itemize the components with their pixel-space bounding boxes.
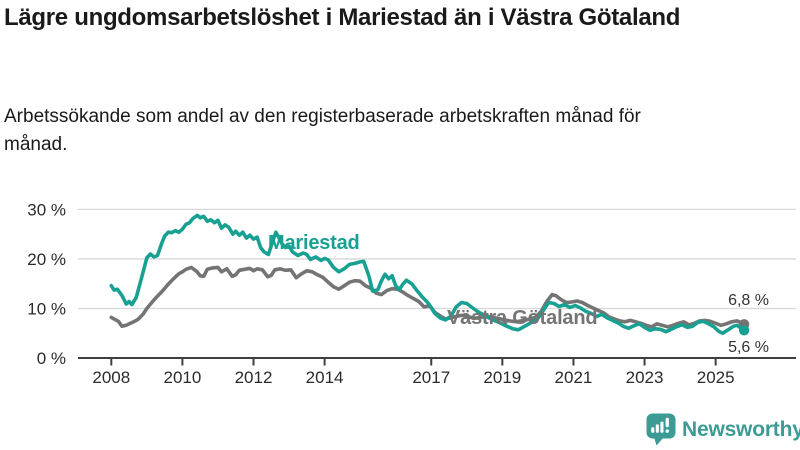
page-title: Lägre ungdomsarbetslöshet i Mariestad än… — [4, 4, 681, 31]
x-tick-label: 2021 — [555, 368, 593, 387]
series-label-mariestad: Mariestad — [268, 232, 360, 254]
series-label-vastra-gotaland: Västra Götaland — [447, 307, 598, 329]
x-tick-label: 2025 — [697, 368, 735, 387]
x-tick-label: 2023 — [626, 368, 664, 387]
end-value-mariestad: 5,6 % — [728, 339, 769, 356]
newsworthy-wordmark: Newsworthy — [682, 417, 800, 441]
y-tick-label: 0 % — [37, 349, 66, 368]
series-line-mariestad — [109, 213, 746, 336]
y-tick-label: 30 % — [27, 200, 66, 219]
newsworthy-brand: Newsworthy — [646, 413, 800, 446]
newsworthy-logo-icon — [646, 413, 676, 446]
x-tick-label: 2017 — [412, 368, 450, 387]
series-line-v-stra-g-taland — [109, 265, 746, 329]
x-tick-label: 2008 — [92, 368, 130, 387]
y-tick-label: 20 % — [27, 250, 66, 269]
end-value-vastra-gotaland: 6,8 % — [728, 292, 769, 309]
y-tick-label: 10 % — [27, 299, 66, 318]
x-tick-label: 2019 — [483, 368, 521, 387]
x-tick-label: 2014 — [306, 368, 344, 387]
x-tick-label: 2010 — [163, 368, 201, 387]
page-subtitle: Arbetssökande som andel av den registerb… — [4, 106, 641, 155]
series-end-dot-mariestad — [738, 325, 750, 336]
x-tick-label: 2012 — [235, 368, 273, 387]
